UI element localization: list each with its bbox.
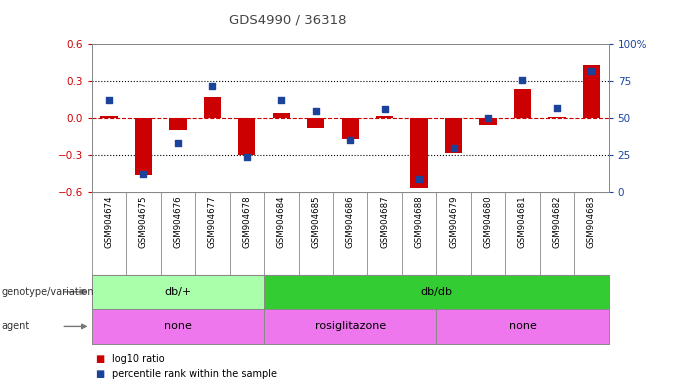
- Point: [310, 108, 321, 114]
- Bar: [273, 113, 290, 118]
- Text: GSM904677: GSM904677: [208, 195, 217, 248]
- Text: GSM904686: GSM904686: [345, 195, 355, 248]
- Text: GSM904678: GSM904678: [242, 195, 252, 248]
- Text: GSM904682: GSM904682: [552, 195, 562, 248]
- Point: [379, 106, 390, 112]
- Text: GSM904688: GSM904688: [415, 195, 424, 248]
- Text: GSM904683: GSM904683: [587, 195, 596, 248]
- Bar: [101, 116, 118, 118]
- Point: [103, 97, 114, 103]
- Text: GSM904676: GSM904676: [173, 195, 182, 248]
- Point: [586, 68, 597, 74]
- Bar: [437, 309, 609, 344]
- Bar: [411, 118, 428, 188]
- Point: [241, 154, 252, 160]
- Point: [207, 83, 218, 89]
- Text: log10 ratio: log10 ratio: [112, 354, 165, 364]
- Text: rosiglitazone: rosiglitazone: [315, 321, 386, 331]
- Point: [276, 97, 287, 103]
- Bar: [376, 116, 393, 118]
- Point: [483, 115, 494, 121]
- Bar: [307, 118, 324, 128]
- Point: [448, 145, 459, 151]
- Bar: [548, 117, 566, 118]
- Text: GSM904680: GSM904680: [483, 195, 492, 248]
- Text: GSM904684: GSM904684: [277, 195, 286, 248]
- Point: [138, 171, 149, 177]
- Point: [173, 140, 184, 146]
- Text: GSM904674: GSM904674: [105, 195, 114, 248]
- Text: genotype/variation: genotype/variation: [1, 287, 94, 297]
- Text: db/db: db/db: [420, 287, 452, 297]
- Point: [517, 76, 528, 83]
- Text: agent: agent: [1, 321, 30, 331]
- Bar: [169, 118, 186, 131]
- Text: none: none: [509, 321, 537, 331]
- Text: ■: ■: [95, 354, 105, 364]
- Point: [345, 137, 356, 143]
- Text: GSM904675: GSM904675: [139, 195, 148, 248]
- Bar: [135, 118, 152, 175]
- Bar: [514, 89, 531, 118]
- Text: db/+: db/+: [165, 287, 192, 297]
- Text: GSM904687: GSM904687: [380, 195, 389, 248]
- Text: GSM904685: GSM904685: [311, 195, 320, 248]
- Text: GDS4990 / 36318: GDS4990 / 36318: [229, 13, 347, 26]
- Text: none: none: [164, 321, 192, 331]
- Bar: [341, 118, 359, 139]
- Bar: [92, 309, 264, 344]
- Bar: [264, 275, 609, 309]
- Bar: [238, 118, 256, 155]
- Bar: [92, 275, 264, 309]
- Bar: [445, 118, 462, 152]
- Text: ■: ■: [95, 369, 105, 379]
- Bar: [583, 65, 600, 118]
- Text: GSM904679: GSM904679: [449, 195, 458, 248]
- Text: GSM904681: GSM904681: [518, 195, 527, 248]
- Bar: [479, 118, 496, 126]
- Point: [551, 105, 562, 111]
- Text: percentile rank within the sample: percentile rank within the sample: [112, 369, 277, 379]
- Bar: [204, 97, 221, 118]
- Point: [413, 175, 424, 182]
- Bar: [264, 309, 437, 344]
